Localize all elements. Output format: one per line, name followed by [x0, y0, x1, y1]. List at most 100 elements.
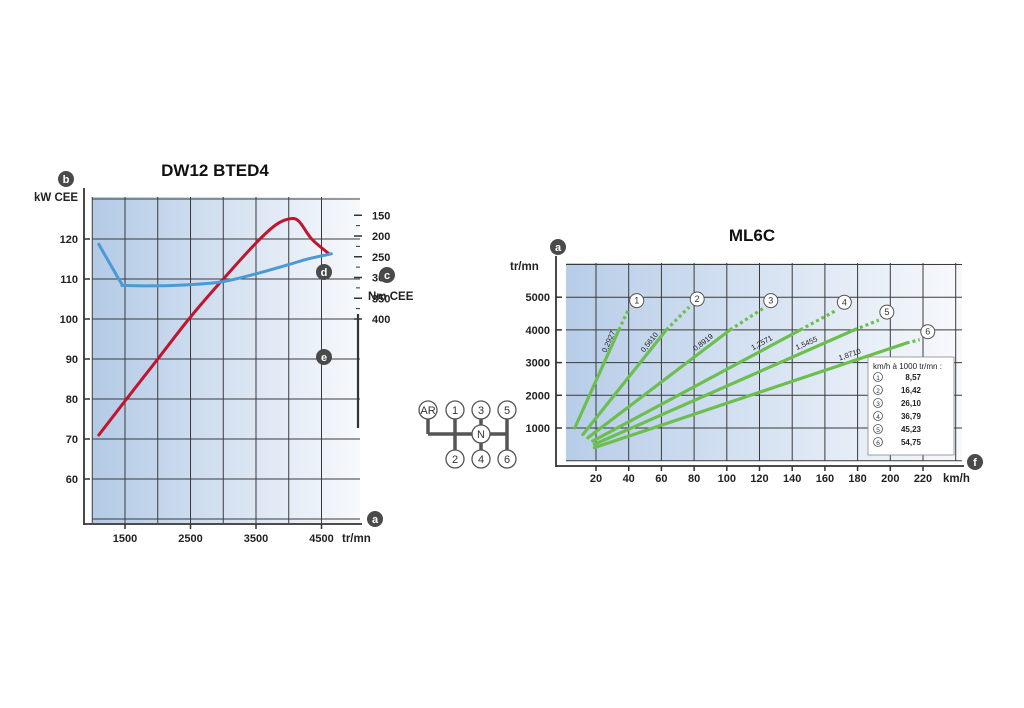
gearing-rpm-tick-label: 1000: [526, 423, 550, 435]
gear-3-marker: [763, 293, 779, 309]
gear-3-line: [586, 328, 732, 440]
svg-text:e: e: [321, 352, 327, 364]
gearing-speed-tick-label: 80: [688, 473, 700, 485]
gearbox-position-label: 1: [452, 405, 458, 417]
engine-rpm-tick-label: 3500: [244, 533, 268, 545]
legend-gear-speed: 16,42: [901, 386, 922, 395]
gear-4-line: [591, 328, 802, 443]
legend-gear-marker: [873, 437, 883, 447]
legend-gear-speed: 26,10: [901, 399, 922, 408]
engine-chart: DW12 BTED4 120 110 100 90 80 70 60 1500 2500 350…: [34, 161, 414, 545]
gearing-speed-tick-label: 100: [718, 473, 736, 485]
legend-gear-number: 6: [876, 440, 880, 447]
gearing-rpm-tick-label: 4000: [526, 325, 550, 337]
engine-power-tick-label: 120: [60, 234, 78, 246]
gearing-speed-tick-label: 220: [914, 473, 932, 485]
legend-gear-speed: 54,75: [901, 438, 922, 447]
legend-gear-number: 1: [876, 375, 880, 382]
engine-torque-axis-unit: Nm CEE: [368, 291, 414, 303]
engine-torque-tick-label: 350: [372, 293, 390, 305]
engine-plot-background: [92, 197, 360, 523]
gearbox-position: [497, 449, 517, 469]
gearbox-position: [471, 400, 491, 420]
engine-power-axis-unit: kW CEE: [34, 192, 78, 204]
gearbox-neutral: [471, 424, 491, 444]
gear-2-overrev: [665, 305, 691, 332]
legend-gear-number: 5: [876, 427, 880, 434]
gearing-rpm-tick-label: 2000: [526, 390, 550, 402]
gearing-speed-tick-label: 160: [816, 473, 834, 485]
engine-power-axis-badge: b: [58, 171, 74, 187]
gearing-rpm-tick-label: 3000: [526, 358, 550, 370]
gearbox-neutral-label: N: [477, 429, 485, 441]
legend-gear-number: 3: [876, 401, 880, 408]
engine-torque-curve-badge: e: [316, 349, 332, 365]
gearbox-position-label: 5: [504, 405, 510, 417]
engine-power-tick-label: 80: [66, 394, 78, 406]
svg-text:d: d: [321, 267, 328, 279]
engine-power-curve-badge: d: [316, 264, 332, 280]
gearbox-position: [497, 400, 517, 420]
gearbox-position-label: 6: [504, 454, 510, 466]
gear-6-line: [592, 341, 909, 450]
gear-2-marker-label: 2: [695, 294, 700, 304]
gear-1-line: [573, 328, 621, 430]
gear-6-marker: [920, 324, 936, 340]
gearing-speed-tick-label: 120: [750, 473, 768, 485]
engine-power-tick-label: 110: [60, 274, 78, 286]
engine-rpm-axis-badge: a: [367, 511, 383, 527]
svg-text:c: c: [384, 270, 390, 282]
gearing-rpm-axis-badge: a: [550, 239, 566, 255]
gearbox-position: [471, 449, 491, 469]
engine-chart-title: DW12 BTED4: [161, 161, 269, 180]
svg-text:a: a: [555, 242, 562, 254]
gearing-rpm-tick-label: 5000: [526, 292, 550, 304]
gear-5-marker-label: 5: [884, 307, 889, 317]
engine-rpm-axis-unit: tr/mn: [342, 533, 371, 545]
gearbox-position-label: 4: [478, 454, 484, 466]
engine-power-tick-label: 90: [66, 354, 78, 366]
gearing-rpm-axis-unit: tr/mn: [510, 261, 539, 273]
legend-gear-number: 4: [876, 414, 880, 421]
gear-3-marker-label: 3: [768, 296, 773, 306]
gearing-speed-axis-badge: f: [967, 454, 983, 470]
gear-2-marker: [689, 291, 705, 307]
legend-gear-marker: [873, 411, 883, 421]
legend-gear-marker: [873, 424, 883, 434]
engine-torque-axis-badge: c: [379, 267, 395, 283]
gear-6-marker-label: 6: [925, 327, 930, 337]
gearing-speed-tick-label: 180: [848, 473, 866, 485]
legend-gear-marker: [873, 372, 883, 382]
gear-1-overrev: [617, 307, 631, 331]
gearing-speed-axis-unit: km/h: [943, 473, 970, 485]
gearing-legend: km/h à 1000 tr/mn : 1 8,57 2 16,42 3 26,10 4 36…: [867, 356, 955, 456]
gearbox-position-label: 2: [452, 454, 458, 466]
engine-torque-tick-label: 400: [372, 314, 390, 326]
gear-3-overrev: [729, 307, 764, 332]
legend-gear-speed: 8,57: [905, 373, 921, 382]
gear-4-overrev: [799, 308, 838, 332]
gearbox-position-label: 3: [478, 405, 484, 417]
gearing-speed-tick-label: 40: [623, 473, 635, 485]
engine-rpm-tick-label: 4500: [309, 533, 333, 545]
gearbox-position-label: AR: [420, 405, 435, 417]
svg-text:b: b: [63, 174, 70, 186]
legend-gear-marker: [873, 398, 883, 408]
gear-6-overrev: [906, 338, 921, 345]
gear-5-line: [592, 328, 856, 446]
gearbox-position: [445, 400, 465, 420]
gear-5-marker: [879, 304, 895, 320]
gearing-speed-tick-label: 20: [590, 473, 602, 485]
gear-4-marker: [836, 294, 852, 310]
legend-gear-speed: 45,23: [901, 425, 922, 434]
engine-power-line: [97, 216, 330, 437]
engine-rpm-tick-label: 1500: [113, 533, 137, 545]
gear-4-marker-label: 4: [842, 297, 847, 307]
gear-2-line: [581, 328, 668, 437]
gearbox-position: [445, 449, 465, 469]
engine-torque-tick-label: 250: [372, 252, 390, 264]
gearing-speed-tick-label: 200: [881, 473, 899, 485]
engine-power-tick-label: 60: [66, 474, 78, 486]
